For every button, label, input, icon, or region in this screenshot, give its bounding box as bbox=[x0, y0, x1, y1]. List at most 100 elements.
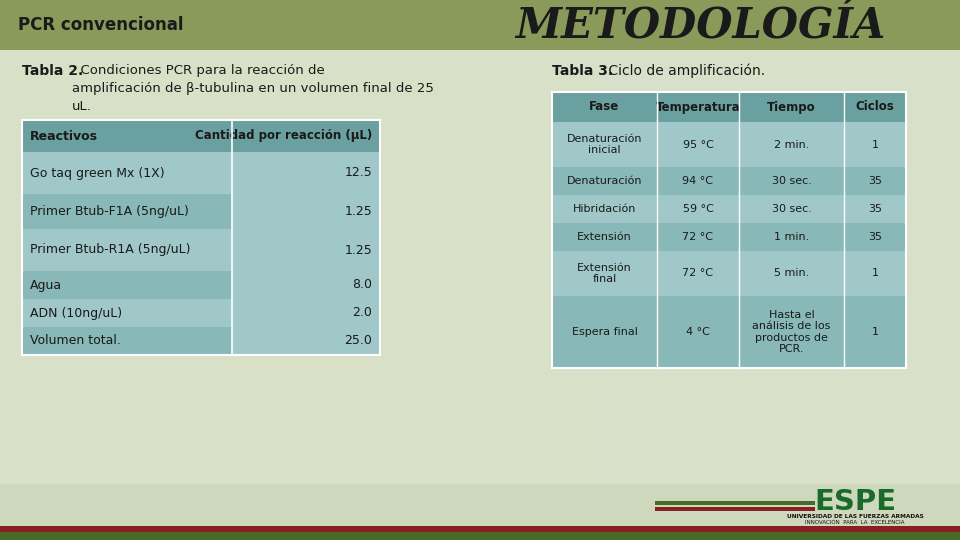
Text: 25.0: 25.0 bbox=[344, 334, 372, 348]
Bar bbox=[948, 0, 960, 540]
Bar bbox=[840, 0, 852, 540]
Bar bbox=[739, 195, 844, 223]
Text: Espera final: Espera final bbox=[571, 327, 637, 337]
Bar bbox=[912, 0, 924, 540]
Text: ESPE: ESPE bbox=[814, 488, 896, 516]
Text: 1: 1 bbox=[872, 139, 878, 150]
Bar bbox=[744, 0, 756, 540]
Text: 35: 35 bbox=[868, 204, 882, 214]
Bar bbox=[657, 195, 739, 223]
Text: Agua: Agua bbox=[30, 279, 62, 292]
Text: Primer Btub-R1A (5ng/uL): Primer Btub-R1A (5ng/uL) bbox=[30, 244, 190, 256]
Bar bbox=[852, 0, 864, 540]
Text: Tiempo: Tiempo bbox=[767, 100, 816, 113]
Bar bbox=[816, 0, 828, 540]
Bar bbox=[876, 0, 888, 540]
Bar bbox=[648, 0, 660, 540]
Bar bbox=[739, 296, 844, 368]
Bar bbox=[864, 0, 876, 540]
Text: Primer Btub-F1A (5ng/uL): Primer Btub-F1A (5ng/uL) bbox=[30, 205, 189, 218]
Bar bbox=[600, 0, 612, 540]
Bar bbox=[672, 0, 684, 540]
Bar bbox=[844, 223, 906, 251]
Text: 12.5: 12.5 bbox=[345, 166, 372, 179]
Bar bbox=[232, 152, 380, 194]
Text: Reactivos: Reactivos bbox=[30, 130, 98, 143]
Text: 1 min.: 1 min. bbox=[774, 232, 809, 242]
Bar bbox=[756, 0, 768, 540]
Text: 59 °C: 59 °C bbox=[683, 204, 713, 214]
Text: 8.0: 8.0 bbox=[352, 279, 372, 292]
Bar bbox=[804, 0, 816, 540]
Bar bbox=[900, 0, 912, 540]
Bar bbox=[720, 0, 732, 540]
Text: Condiciones PCR para la reacción de
amplificación de β-tubulina en un volumen fi: Condiciones PCR para la reacción de ampl… bbox=[72, 64, 434, 113]
Text: 2 min.: 2 min. bbox=[774, 139, 809, 150]
Bar bbox=[844, 92, 906, 122]
Bar bbox=[232, 327, 380, 355]
Text: 72 °C: 72 °C bbox=[683, 268, 713, 279]
Bar bbox=[657, 122, 739, 167]
Text: 30 sec.: 30 sec. bbox=[772, 204, 811, 214]
Bar bbox=[844, 296, 906, 368]
Text: Ciclo de amplificación.: Ciclo de amplificación. bbox=[604, 64, 765, 78]
Bar bbox=[768, 0, 780, 540]
Text: Extensión
final: Extensión final bbox=[577, 262, 632, 284]
Text: Go taq green Mx (1X): Go taq green Mx (1X) bbox=[30, 166, 164, 179]
Bar bbox=[655, 501, 815, 505]
Text: Denaturación
inicial: Denaturación inicial bbox=[566, 134, 642, 156]
Text: Extensión: Extensión bbox=[577, 232, 632, 242]
Bar bbox=[780, 0, 792, 540]
Text: 94 °C: 94 °C bbox=[683, 176, 713, 186]
Text: Tabla 3.: Tabla 3. bbox=[552, 64, 613, 78]
Text: INNOVACIÓN  PARA  LA  EXCELENCIA: INNOVACIÓN PARA LA EXCELENCIA bbox=[805, 519, 904, 524]
Text: 2.0: 2.0 bbox=[352, 307, 372, 320]
Text: 72 °C: 72 °C bbox=[683, 232, 713, 242]
Text: Hasta el
análisis de los
productos de
PCR.: Hasta el análisis de los productos de PC… bbox=[753, 309, 830, 354]
Bar bbox=[636, 0, 648, 540]
Bar bbox=[22, 299, 232, 327]
Bar bbox=[844, 251, 906, 296]
Text: 35: 35 bbox=[868, 176, 882, 186]
Bar bbox=[0, 526, 960, 532]
Text: Hibridación: Hibridación bbox=[573, 204, 636, 214]
Text: METODOLOGÍA: METODOLOGÍA bbox=[515, 4, 885, 46]
Text: 4 °C: 4 °C bbox=[686, 327, 710, 337]
Bar bbox=[739, 167, 844, 195]
Bar bbox=[660, 0, 672, 540]
Text: 1: 1 bbox=[872, 327, 878, 337]
Bar bbox=[624, 0, 636, 540]
Bar bbox=[739, 223, 844, 251]
Text: 30 sec.: 30 sec. bbox=[772, 176, 811, 186]
Bar bbox=[22, 327, 232, 355]
Bar bbox=[924, 0, 936, 540]
Text: Tabla 2.: Tabla 2. bbox=[22, 64, 84, 78]
Text: 1.25: 1.25 bbox=[345, 205, 372, 218]
Text: Temperatura: Temperatura bbox=[656, 100, 740, 113]
Bar bbox=[232, 271, 380, 299]
Bar bbox=[739, 251, 844, 296]
Text: 1.25: 1.25 bbox=[345, 244, 372, 256]
Bar bbox=[888, 0, 900, 540]
Text: 1: 1 bbox=[872, 268, 878, 279]
Text: 5 min.: 5 min. bbox=[774, 268, 809, 279]
Text: Ciclos: Ciclos bbox=[855, 100, 895, 113]
Text: PCR convencional: PCR convencional bbox=[18, 16, 183, 34]
Bar bbox=[22, 229, 232, 271]
Bar bbox=[552, 92, 906, 368]
Bar bbox=[657, 167, 739, 195]
Bar bbox=[739, 92, 844, 122]
Bar bbox=[0, 0, 960, 50]
Bar bbox=[22, 152, 232, 194]
Text: UNIVERSIDAD DE LAS FUERZAS ARMADAS: UNIVERSIDAD DE LAS FUERZAS ARMADAS bbox=[786, 514, 924, 518]
Bar bbox=[684, 0, 696, 540]
Bar bbox=[552, 296, 657, 368]
Bar bbox=[552, 223, 657, 251]
Text: Fase: Fase bbox=[589, 100, 619, 113]
Bar bbox=[552, 251, 657, 296]
Bar bbox=[612, 0, 624, 540]
Bar bbox=[0, 484, 960, 526]
Bar bbox=[552, 122, 657, 167]
Bar bbox=[696, 0, 708, 540]
Bar bbox=[22, 194, 232, 229]
